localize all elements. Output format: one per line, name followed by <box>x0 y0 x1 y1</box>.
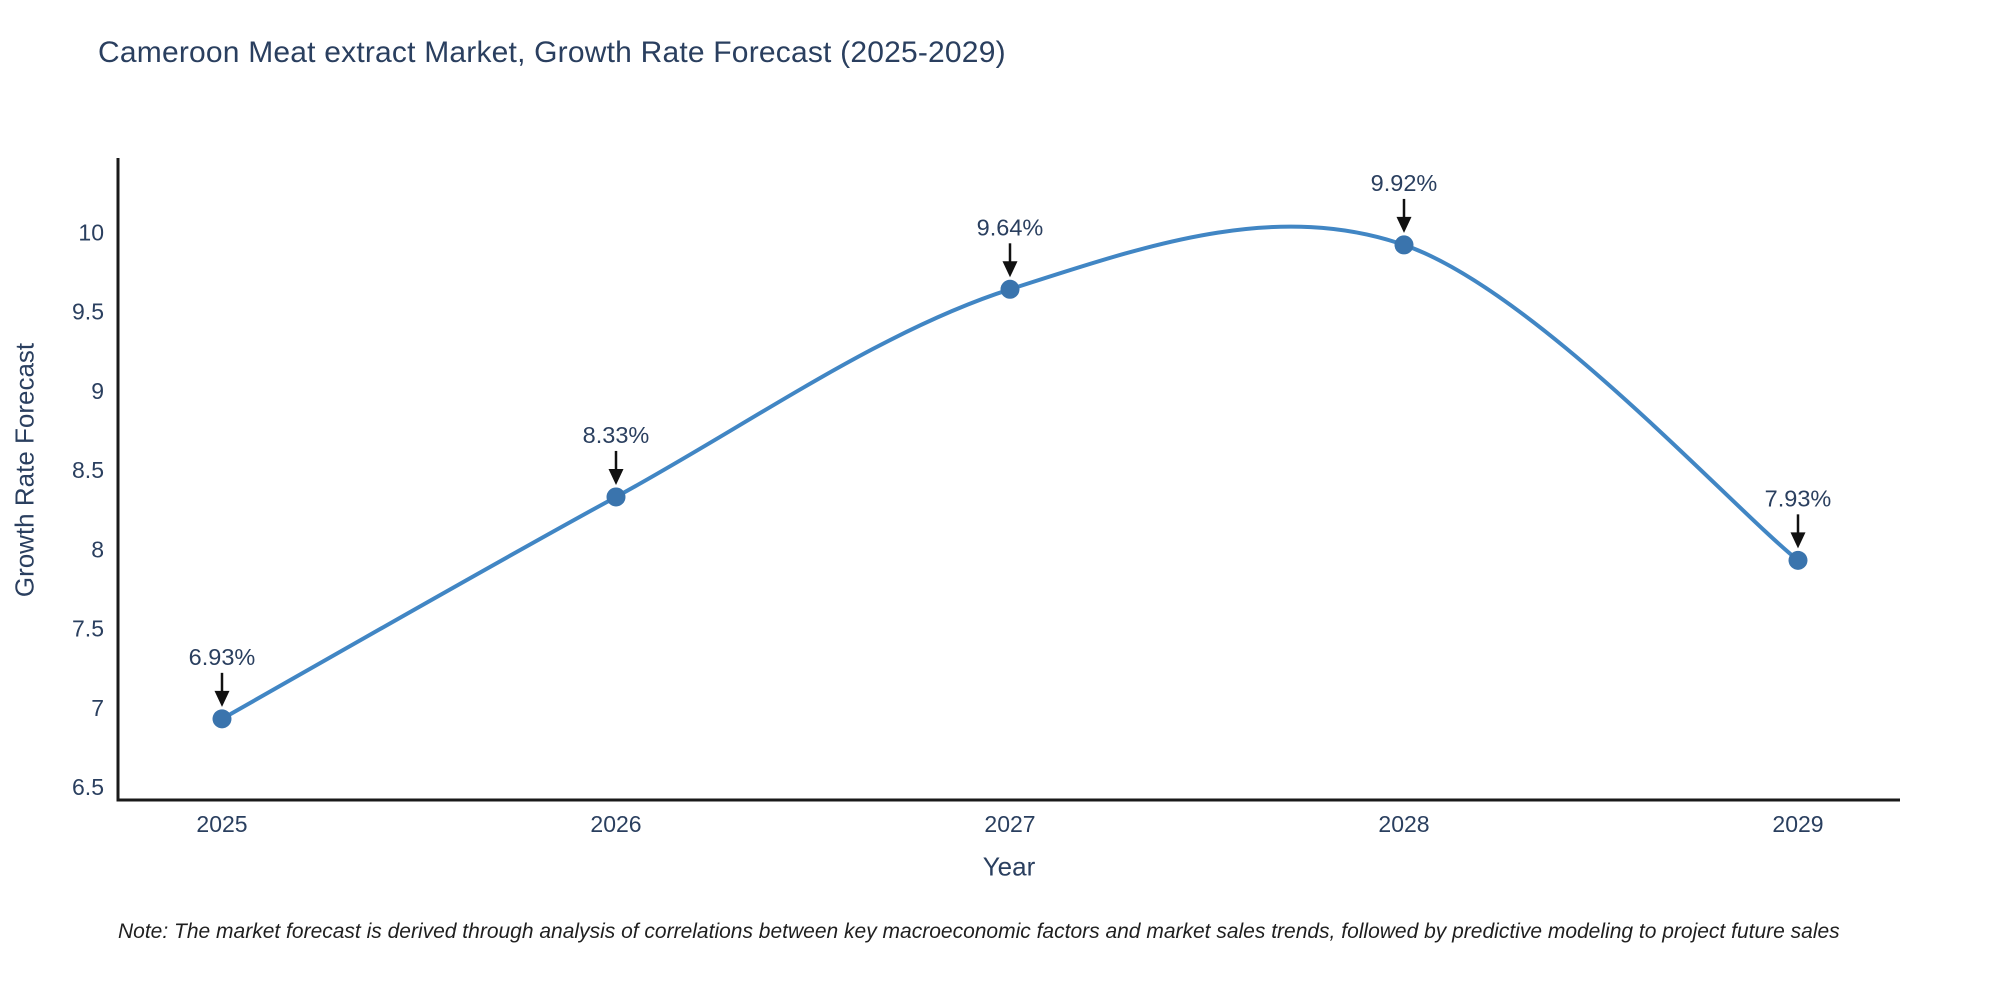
x-tick-label: 2028 <box>1378 811 1429 837</box>
y-tick-label: 9.5 <box>72 299 104 325</box>
point-annotation-label: 9.92% <box>1371 170 1438 196</box>
chart-title: Cameroon Meat extract Market, Growth Rat… <box>98 36 1006 69</box>
point-annotation-label: 6.93% <box>189 644 256 670</box>
y-tick-label: 7.5 <box>72 616 104 642</box>
data-point-marker <box>212 709 232 729</box>
y-tick-label: 6.5 <box>72 774 104 800</box>
y-tick-label: 8.5 <box>72 457 104 483</box>
footnote: Note: The market forecast is derived thr… <box>118 920 1840 943</box>
y-axis-title: Growth Rate Forecast <box>9 342 40 598</box>
y-tick-label: 7 <box>91 695 104 721</box>
data-point-marker <box>606 487 626 507</box>
data-point-marker <box>1788 550 1808 570</box>
annotation-arrowhead <box>1396 216 1412 233</box>
annotation-arrowhead <box>608 468 624 485</box>
y-tick-label: 9 <box>91 378 104 404</box>
x-tick-label: 2027 <box>984 811 1035 837</box>
point-annotation-label: 9.64% <box>977 214 1044 240</box>
data-point-marker <box>1000 279 1020 299</box>
data-point-marker <box>1394 235 1414 255</box>
x-tick-label: 2029 <box>1772 811 1823 837</box>
growth-rate-line-series <box>220 224 1800 721</box>
y-tick-label: 8 <box>91 536 104 562</box>
x-axis-title: Year <box>982 851 1036 882</box>
annotation-arrowhead <box>214 690 230 707</box>
x-tick-label: 2026 <box>590 811 641 837</box>
point-annotation-label: 7.93% <box>1765 485 1832 511</box>
y-tick-label: 10 <box>78 219 104 245</box>
x-tick-label: 2025 <box>196 811 247 837</box>
point-annotation-label: 8.33% <box>583 422 650 448</box>
annotation-arrowhead <box>1790 532 1806 549</box>
annotation-arrowhead <box>1002 261 1018 278</box>
